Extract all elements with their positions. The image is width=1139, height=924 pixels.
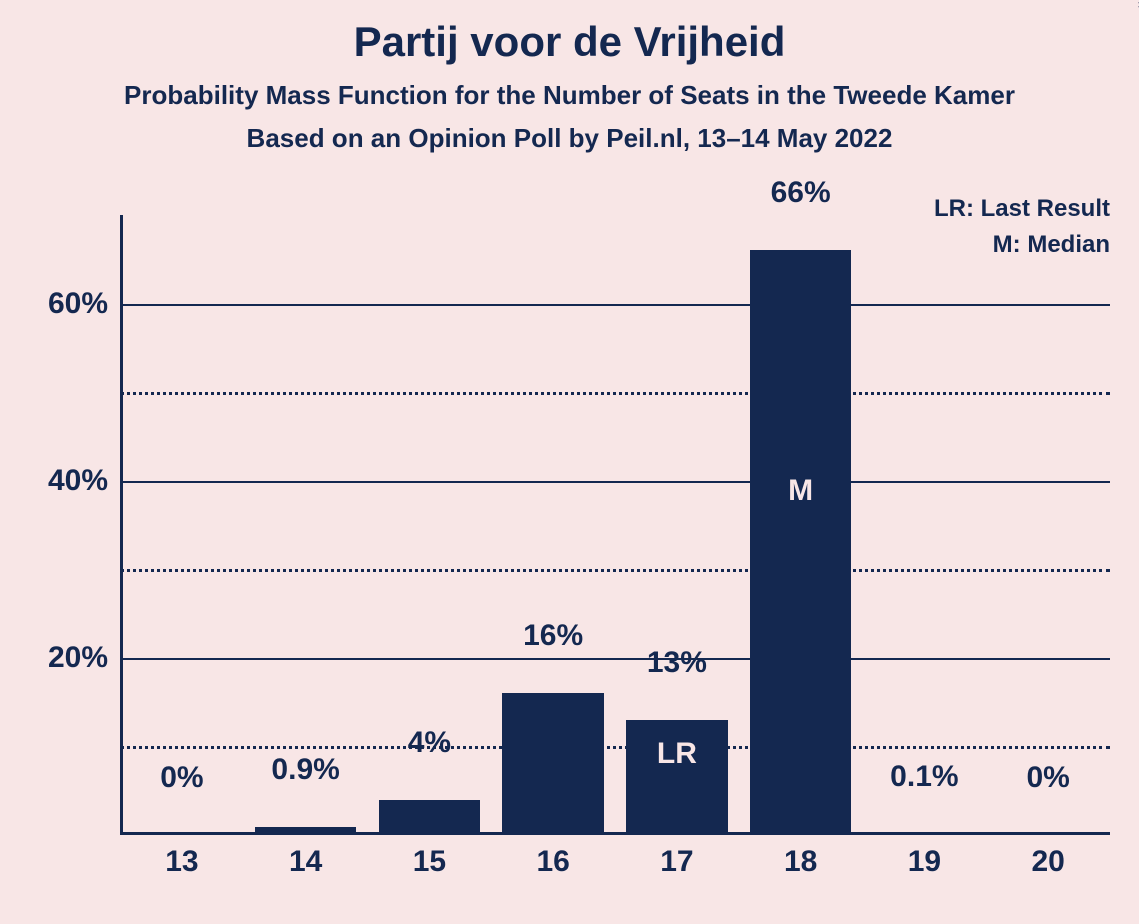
chart-subtitle-1: Probability Mass Function for the Number… <box>0 80 1139 111</box>
y-axis <box>120 215 123 835</box>
bar-value-label: 16% <box>523 619 583 653</box>
x-tick-label: 18 <box>784 835 817 879</box>
chart-legend: LR: Last Result M: Median <box>900 195 1110 259</box>
bar <box>379 800 480 835</box>
x-tick-label: 15 <box>413 835 446 879</box>
bar-value-label: 4% <box>408 726 451 760</box>
bar-value-label: 13% <box>647 646 707 680</box>
chart-titles: Partij voor de Vrijheid Probability Mass… <box>0 18 1139 154</box>
bar-value-label: 0.1% <box>890 760 958 794</box>
bar <box>255 827 356 835</box>
gridline-minor <box>120 569 1110 572</box>
y-tick-label: 20% <box>48 641 120 675</box>
bar <box>750 250 851 835</box>
bar-value-label: 0% <box>160 761 203 795</box>
legend-lr: LR: Last Result <box>900 195 1110 223</box>
x-tick-label: 20 <box>1031 835 1064 879</box>
chart-plot-area: 20%40%60%13141516171819200%0.9%4%16%13%L… <box>120 215 1110 835</box>
x-tick-label: 17 <box>660 835 693 879</box>
bar <box>502 693 603 835</box>
gridline-major <box>120 658 1110 660</box>
bar-inner-label: LR <box>657 737 697 771</box>
x-tick-label: 16 <box>536 835 569 879</box>
legend-m: M: Median <box>900 231 1110 259</box>
bar-inner-label: M <box>788 474 813 508</box>
gridline-major <box>120 304 1110 306</box>
bar-value-label: 0% <box>1026 761 1069 795</box>
x-tick-label: 13 <box>165 835 198 879</box>
chart-title-main: Partij voor de Vrijheid <box>0 18 1139 66</box>
y-tick-label: 60% <box>48 287 120 321</box>
gridline-minor <box>120 746 1110 749</box>
copyright-text: © 2022 Filip van Laenen <box>1135 0 1139 8</box>
bar <box>874 834 975 835</box>
y-tick-label: 40% <box>48 464 120 498</box>
bar-value-label: 66% <box>771 176 831 210</box>
x-tick-label: 19 <box>908 835 941 879</box>
gridline-major <box>120 481 1110 483</box>
bar-value-label: 0.9% <box>271 753 339 787</box>
x-tick-label: 14 <box>289 835 322 879</box>
chart-subtitle-2: Based on an Opinion Poll by Peil.nl, 13–… <box>0 123 1139 154</box>
gridline-minor <box>120 392 1110 395</box>
